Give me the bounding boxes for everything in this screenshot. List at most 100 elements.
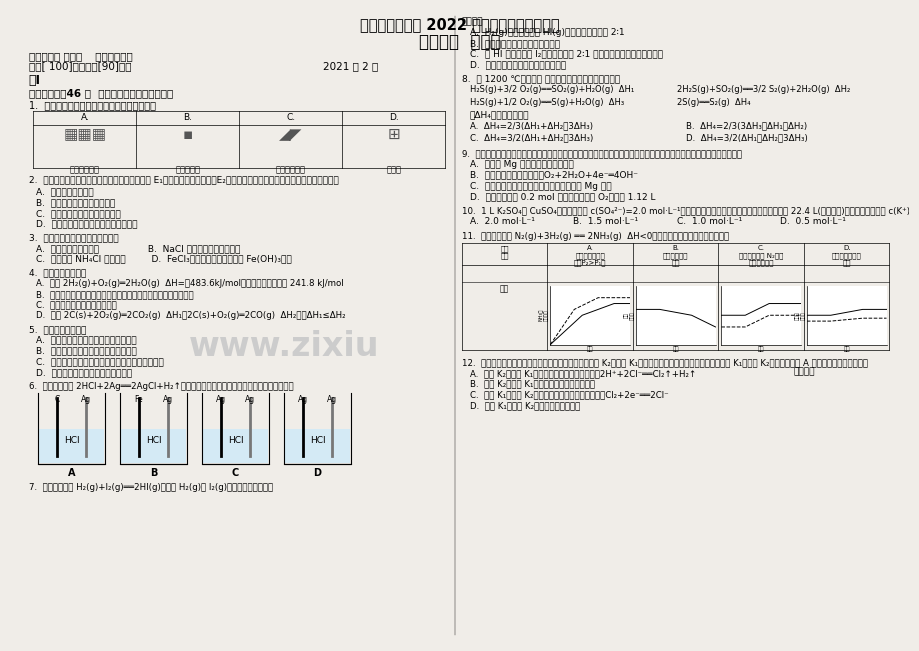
Text: 3.  下列应用与盐类的水解无关的是: 3. 下列应用与盐类的水解无关的是	[28, 233, 119, 242]
Text: D.  ΔH₄=3/2(ΔH₁－ΔH₂－3ΔH₃): D. ΔH₄=3/2(ΔH₁－ΔH₂－3ΔH₃)	[686, 133, 807, 143]
Text: C.  1.0 mol·L⁻¹: C. 1.0 mol·L⁻¹	[676, 217, 741, 226]
Text: C.  催化剂能降低该反应的活化能: C. 催化剂能降低该反应的活化能	[37, 209, 121, 218]
Text: A.  2.0 mol·L⁻¹: A. 2.0 mol·L⁻¹	[470, 217, 534, 226]
Text: B.  需要加热的化学反应，生成物的总能量确定高于反应物的总能量: B. 需要加热的化学反应，生成物的总能量确定高于反应物的总能量	[37, 290, 194, 299]
Text: 正确的是: 正确的是	[793, 367, 814, 376]
Text: C.  ΔH₄=3/2(ΔH₁+ΔH₂－3ΔH₃): C. ΔH₄=3/2(ΔH₁+ΔH₂－3ΔH₃)	[470, 133, 593, 143]
Text: C: C	[54, 395, 60, 404]
Text: 7.  对于可逆反应 H₂(g)+I₂(g)══2HI(g)，在温 H₂(g)和 I₂(g)开头反应，下列说法: 7. 对于可逆反应 H₂(g)+I₂(g)══2HI(g)，在温 H₂(g)和 …	[28, 483, 272, 492]
Text: 嘉兴市第一中学 2022 学年第一学期期末考试: 嘉兴市第一中学 2022 学年第一学期期末考试	[360, 18, 559, 33]
Text: 命题：孔唯 钱秀明    审题：万春晖: 命题：孔唯 钱秀明 审题：万春晖	[28, 51, 132, 61]
Text: A.: A.	[81, 113, 89, 122]
Text: 5.  下列叙述错误的是: 5. 下列叙述错误的是	[28, 325, 85, 334]
Text: Ag: Ag	[326, 395, 336, 404]
Text: HCl: HCl	[145, 436, 161, 445]
Text: B.  用锡焊接的铁制器件，焊接处易生锈: B. 用锡焊接的铁制器件，焊接处易生锈	[37, 346, 137, 355]
Text: D.  当电路中通过 0.2 mol 电子时，消耗的 O₂体积为 1.12 L: D. 当电路中通过 0.2 mol 电子时，消耗的 O₂体积为 1.12 L	[470, 192, 654, 201]
Text: HCl: HCl	[310, 436, 325, 445]
Text: D.
催化剂对反应的
影响: D. 催化剂对反应的 影响	[831, 245, 860, 266]
Text: C.  稀碱的反应确定是非自发反应: C. 稀碱的反应确定是非自发反应	[37, 301, 117, 310]
Text: Ag: Ag	[81, 395, 91, 404]
Text: 卷Ⅰ: 卷Ⅰ	[28, 74, 40, 87]
Text: 4.  下列说法正确的是: 4. 下列说法正确的是	[28, 268, 85, 277]
Polygon shape	[121, 430, 186, 463]
Text: A.  该反应为放热反应: A. 该反应为放热反应	[37, 187, 94, 197]
Text: C.  在铁制品上镀铜时，镀件为阳极，铜盐为电镀液: C. 在铁制品上镀铜时，镀件为阳极，铜盐为电镀液	[37, 357, 164, 367]
Text: A.  ΔH₄=2/3(ΔH₁+ΔH₂－3ΔH₃): A. ΔH₄=2/3(ΔH₁+ΔH₂－3ΔH₃)	[470, 121, 592, 130]
Text: 一、选择题（46 分  每小题只有一个正确选项）: 一、选择题（46 分 每小题只有一个正确选项）	[28, 88, 173, 98]
Text: 高二化学  试题卷: 高二化学 试题卷	[419, 33, 500, 51]
X-axis label: 时间: 时间	[757, 346, 764, 352]
Text: 太阳能集热器: 太阳能集热器	[276, 165, 306, 174]
X-axis label: 时间: 时间	[843, 346, 849, 352]
Text: ▦▦▦: ▦▦▦	[63, 127, 107, 142]
Text: 6.  某同学欲完成 2HCl+2Ag══2AgCl+H₂↑反应，设计了下列四个试验。你认为可行的试验是: 6. 某同学欲完成 2HCl+2Ag══2AgCl+H₂↑反应，设计了下列四个试…	[28, 381, 293, 391]
Text: B.  断开 K₂，闭合 K₁时，石墨电极四周溶液变红: B. 断开 K₂，闭合 K₁时，石墨电极四周溶液变红	[470, 380, 594, 389]
Polygon shape	[285, 430, 349, 463]
Text: 1.  下列设备工作时，将化学能转化为热能的是: 1. 下列设备工作时，将化学能转化为热能的是	[28, 100, 155, 111]
Text: 2021 年 2 月: 2021 年 2 月	[323, 61, 379, 72]
Text: Ag: Ag	[216, 395, 226, 404]
Text: D.  已知 2C(s)+2O₂(g)═2CO₂(g)  ΔH₁，2C(s)+O₂(g)═2CO(g)  ΔH₂，则ΔH₁≤ΔH₂: D. 已知 2C(s)+2O₂(g)═2CO₂(g) ΔH₁，2C(s)+O₂(…	[37, 311, 346, 320]
Text: 2H₂S(g)+SO₂(g)══3/2 S₂(g)+2H₂O(g)  ΔH₂: 2H₂S(g)+SO₂(g)══3/2 S₂(g)+2H₂O(g) ΔH₂	[676, 85, 849, 94]
X-axis label: 温度: 温度	[672, 346, 678, 352]
Text: A.  断开 K₂，闭合 K₁时，总反应的离子方程式为：2H⁺+2Cl⁻══Cl₂↑+H₂↑: A. 断开 K₂，闭合 K₁时，总反应的离子方程式为：2H⁺+2Cl⁻══Cl₂…	[470, 369, 696, 378]
Text: Ag: Ag	[298, 395, 308, 404]
Text: A.  H₂(g)的消耗速率与 HI(g)的生成速率之比为 2∶1: A. H₂(g)的消耗速率与 HI(g)的生成速率之比为 2∶1	[470, 28, 624, 37]
Text: A.
压强对反应的影
响（P₂>P₁）: A. 压强对反应的影 响（P₂>P₁）	[573, 245, 606, 266]
Text: ▪: ▪	[183, 127, 193, 142]
Text: D.  逆反应的活化能大于正反应的活化能: D. 逆反应的活化能大于正反应的活化能	[37, 219, 138, 229]
Text: 11.  对于可逆反应 N₂(g)+3H₂(g) ══ 2NH₃(g)  ΔH<0，下列争用目的和示意图相符的是: 11. 对于可逆反应 N₂(g)+3H₂(g) ══ 2NH₃(g) ΔH<0，…	[461, 232, 728, 242]
Text: A.  纯碱溶液可去除油污                 B.  NaCl 可用作防腐剂和调味剂: A. 纯碱溶液可去除油污 B. NaCl 可用作防腐剂和调味剂	[37, 244, 241, 253]
Text: C.  焊接时用 NH₄Cl 溶液除锈         D.  FeCl₃饱和溶液滴入沸水中制 Fe(OH)₃胶体: C. 焊接时用 NH₄Cl 溶液除锈 D. FeCl₃饱和溶液滴入沸水中制 Fe…	[37, 255, 292, 264]
X-axis label: 时间: 时间	[586, 346, 593, 352]
Text: D.: D.	[389, 113, 398, 122]
Text: Ag: Ag	[163, 395, 173, 404]
Text: D.  0.5 mol·L⁻¹: D. 0.5 mol·L⁻¹	[779, 217, 845, 226]
Text: H₂S(g)+3/2 O₂(g)══SO₂(g)+H₂O(g)  ΔH₁: H₂S(g)+3/2 O₂(g)══SO₂(g)+H₂O(g) ΔH₁	[470, 85, 633, 94]
Text: 正确的是: 正确的是	[461, 18, 482, 27]
Text: 图示: 图示	[500, 284, 509, 293]
Text: A.  已知 2H₂(g)+O₂(g)═2H₂O(g)  ΔH=－483.6kJ/mol，则氢气的燃烧热为 241.8 kJ/mol: A. 已知 2H₂(g)+O₂(g)═2H₂O(g) ΔH=－483.6kJ/m…	[37, 279, 344, 288]
Text: B.: B.	[183, 113, 192, 122]
Text: C: C	[232, 467, 239, 477]
Text: C.  断开 K₁，闭合 K₂时，铜电极上的电极反应式为：Cl₂+2e⁻══2Cl⁻: C. 断开 K₁，闭合 K₂时，铜电极上的电极反应式为：Cl₂+2e⁻══2Cl…	[470, 391, 668, 400]
Text: C.: C.	[286, 113, 295, 122]
Y-axis label: NH₃的
体积分数: NH₃的 体积分数	[538, 309, 549, 322]
Text: D.  达到平衡时，正、逆反应速率相等: D. 达到平衡时，正、逆反应速率相等	[470, 61, 565, 70]
Text: D: D	[313, 467, 321, 477]
Text: B.  1.5 mol·L⁻¹: B. 1.5 mol·L⁻¹	[573, 217, 638, 226]
Text: C.  当 HI 约分子数与 I₂分子数之比为 2∶1 时，说明反应达到了平衡状态: C. 当 HI 约分子数与 I₂分子数之比为 2∶1 时，说明反应达到了平衡状态	[470, 49, 662, 59]
Text: 满分[ 100]分，时间[90]分钟: 满分[ 100]分，时间[90]分钟	[28, 61, 131, 72]
Text: 学辩
目的: 学辩 目的	[500, 245, 508, 259]
Text: www.zixiu: www.zixiu	[189, 330, 380, 363]
Text: B.  ΔH₄=2/3(3ΔH₃－ΔH₁－ΔH₂): B. ΔH₄=2/3(3ΔH₃－ΔH₁－ΔH₂)	[686, 121, 807, 130]
Text: 燃气灶: 燃气灶	[386, 165, 401, 174]
Text: D.  断开 K₁，闭合 K₂时，石墨电极作正极: D. 断开 K₁，闭合 K₂时，石墨电极作正极	[470, 401, 579, 410]
Text: C.
平衡体系增加 N₂浓度
对反应的影响: C. 平衡体系增加 N₂浓度 对反应的影响	[738, 245, 783, 266]
Text: B: B	[150, 467, 157, 477]
Text: B.  该电池的正极反应式为：O₂+2H₂O+4e⁻═4OH⁻: B. 该电池的正极反应式为：O₂+2H₂O+4e⁻═4OH⁻	[470, 171, 637, 180]
Text: Fe: Fe	[134, 395, 143, 404]
Text: 12.  某爱好小组设计如图微型试验装置。试验时，先断开 K₂，闭合 K₁，两极均有气泡产生。一段时间后，断开 K₁，闭合 K₂，发觉电流表 A 指针偏转。下列: 12. 某爱好小组设计如图微型试验装置。试验时，先断开 K₂，闭合 K₁，两极均…	[461, 358, 867, 367]
Text: 硅太阳能电池: 硅太阳能电池	[70, 165, 100, 174]
Text: A.  生铁中含有碳，抗腐蚀力气比纯铁弱: A. 生铁中含有碳，抗腐蚀力气比纯铁弱	[37, 336, 137, 345]
Text: 2.  某反应的反应过程中能量变化如图所示（图中 E₁表示正反应的活化能，E₂表示逆反应的活化能）。下列有关叙述正确的是: 2. 某反应的反应过程中能量变化如图所示（图中 E₁表示正反应的活化能，E₂表示…	[28, 176, 338, 185]
Text: 锂离子电池: 锂离子电池	[176, 165, 200, 174]
Text: B.  催化剂能转变该反应的焓变: B. 催化剂能转变该反应的焓变	[37, 198, 116, 207]
Polygon shape	[40, 430, 104, 463]
Text: B.
温度对反应的
影响: B. 温度对反应的 影响	[663, 245, 687, 266]
Text: H₂S(g)+1/2 O₂(g)══S(g)+H₂O(g)  ΔH₃: H₂S(g)+1/2 O₂(g)══S(g)+H₂O(g) ΔH₃	[470, 98, 623, 107]
Text: HCl: HCl	[63, 436, 79, 445]
Text: B.  正、逆反应速率的比值是恒定的: B. 正、逆反应速率的比值是恒定的	[470, 39, 559, 48]
Text: A: A	[68, 467, 75, 477]
Text: ⊞: ⊞	[387, 127, 400, 142]
Text: 2S(g)══S₂(g)  ΔH₄: 2S(g)══S₂(g) ΔH₄	[676, 98, 750, 107]
Y-axis label: 体积
转化率: 体积 转化率	[623, 311, 634, 320]
Text: 则ΔH₄的正确表达式为: 则ΔH₄的正确表达式为	[470, 110, 528, 119]
Text: D.  铁管上镶嵌锌块，铁管不易被腐蚀: D. 铁管上镶嵌锌块，铁管不易被腐蚀	[37, 368, 132, 377]
Polygon shape	[203, 430, 267, 463]
Text: HCl: HCl	[228, 436, 243, 445]
Text: 9.  镁燃料电池作为一种高能化学电源，具有良好的应用前景。如料电池工作原理示意图。下列有关该电池的说法正确的是: 9. 镁燃料电池作为一种高能化学电源，具有良好的应用前景。如料电池工作原理示意图…	[461, 149, 741, 158]
Text: 10.  1 L K₂SO₄和 CuSO₄的混合溶液中 c(SO₄²⁻)=2.0 mol·L⁻¹，用此溶液，当通电一段时间后，两极均收集到 22.4 L(标准状: 10. 1 L K₂SO₄和 CuSO₄的混合溶液中 c(SO₄²⁻)=2.0 …	[461, 206, 914, 215]
